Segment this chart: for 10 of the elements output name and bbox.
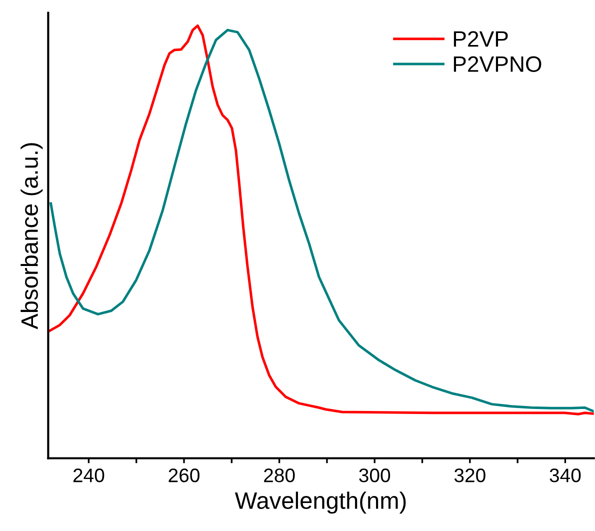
- x-tick-label: 260: [168, 468, 200, 482]
- x-axis-title: Wavelength(nm): [234, 492, 406, 514]
- x-tick-label: 320: [454, 468, 486, 482]
- legend-label: P2VP: [454, 31, 508, 47]
- legend-label: P2VPNO: [454, 56, 542, 72]
- x-tick-label: 300: [359, 468, 390, 482]
- x-tick-label: 240: [73, 468, 104, 482]
- y-axis-title: Absorbance (a.u.): [20, 143, 43, 330]
- x-tick-label: 280: [264, 468, 295, 482]
- x-tick-label: 340: [550, 468, 581, 482]
